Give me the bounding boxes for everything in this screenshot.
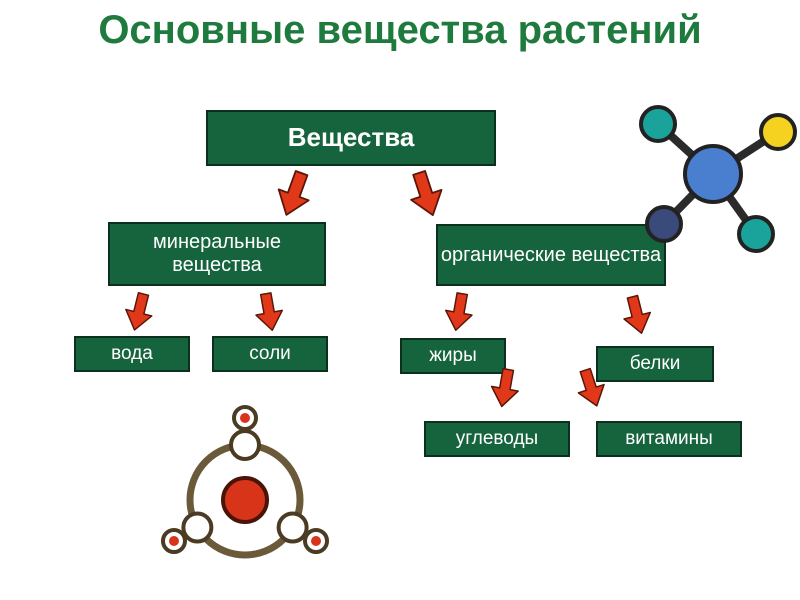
node-carbs: углеводы: [424, 421, 570, 457]
arrow-icon: [617, 289, 657, 341]
node-root: Вещества: [206, 110, 496, 166]
node-salts: соли: [212, 336, 328, 372]
molecule-icon: [628, 94, 798, 264]
node-fats: жиры: [400, 338, 506, 374]
molecule-icon: [140, 400, 350, 600]
diagram-container: Основные вещества растений Вещества мине…: [0, 0, 800, 600]
node-proteins: белки: [596, 346, 714, 382]
page-title: Основные вещества растений: [0, 8, 800, 53]
arrow-icon: [441, 290, 477, 335]
arrow-icon: [269, 165, 319, 222]
arrow-icon: [120, 289, 159, 335]
node-mineral: минеральные вещества: [108, 222, 326, 286]
node-water: вода: [74, 336, 190, 372]
arrow-icon: [251, 290, 287, 335]
arrow-icon: [401, 166, 450, 223]
node-vitamins: витамины: [596, 421, 742, 457]
